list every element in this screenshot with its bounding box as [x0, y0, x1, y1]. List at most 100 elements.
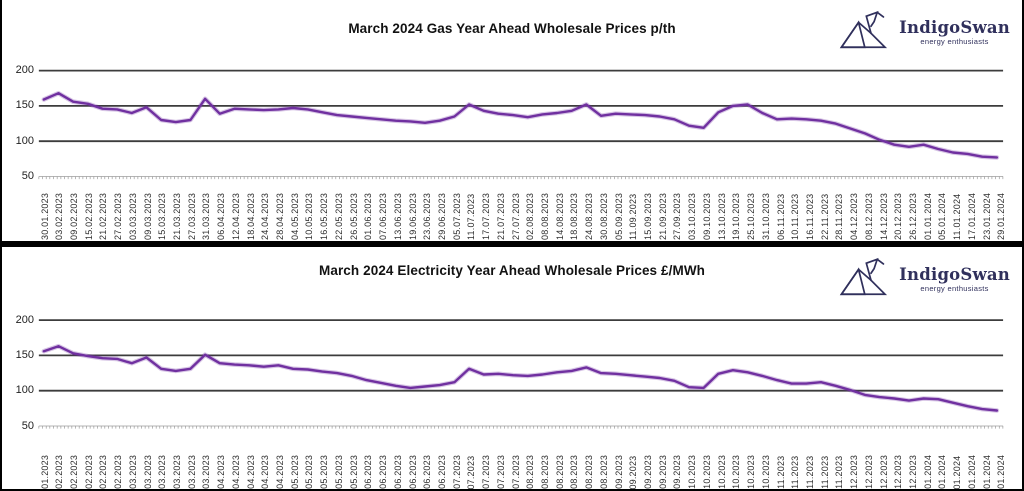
- x-axis-tick-label: 06.04.2023: [216, 454, 227, 489]
- x-axis-tick-label: 29.01.2024: [996, 454, 1007, 489]
- x-axis-tick-label: 30.08.2023: [598, 192, 609, 240]
- x-axis-tick-label: 17.01.2024: [966, 192, 977, 240]
- x-axis-tick-label: 07.06.2023: [378, 192, 389, 240]
- x-axis-tick-label: 08.08.2023: [539, 454, 550, 489]
- x-axis-tick-label: 03.02.2023: [54, 192, 65, 240]
- x-axis-tick-label: 03.02.2023: [54, 454, 65, 489]
- x-axis-tick-label: 01.01.2024: [922, 454, 933, 489]
- x-axis-tick-label: 26.05.2023: [348, 192, 359, 240]
- x-axis-tick-label: 18.08.2023: [569, 454, 580, 489]
- x-axis-tick-label: 08.12.2023: [863, 454, 874, 489]
- x-axis-tick-label: 09.10.2023: [701, 454, 712, 489]
- x-axis-tick-label: 11.07.2023: [466, 455, 477, 489]
- x-axis-tick-label: 05.07.2023: [451, 192, 462, 240]
- x-axis-tick-label: 03.03.2023: [127, 454, 138, 489]
- x-axis-tick-label: 31.03.2023: [201, 192, 212, 240]
- x-axis-tick-label: 06.04.2023: [216, 192, 227, 240]
- x-axis-tick-label: 13.10.2023: [716, 192, 727, 240]
- x-axis-tick-label: 16.05.2023: [319, 192, 330, 240]
- x-axis-tick-label: 26.12.2023: [907, 192, 918, 240]
- x-axis-tick-label: 17.01.2024: [966, 454, 977, 489]
- x-axis-tick-label: 24.08.2023: [584, 454, 595, 489]
- price-line-chart: [38, 69, 1004, 180]
- price-series-line: [42, 91, 999, 159]
- x-axis-tick-label: 23.01.2024: [981, 192, 992, 240]
- price-line-chart: [38, 319, 1004, 429]
- x-axis-tick-label: 23.01.2024: [981, 454, 992, 489]
- x-axis-tick-label: 25.10.2023: [746, 454, 757, 489]
- x-axis-tick-label: 11.09.2023: [628, 193, 639, 240]
- x-axis-tick-label: 19.10.2023: [731, 192, 742, 240]
- x-axis-tick-label: 01.01.2024: [922, 192, 933, 240]
- gas-chart-panel: March 2024 Gas Year Ahead Wholesale Pric…: [2, 0, 1022, 241]
- y-axis-tick-label: 100: [15, 134, 34, 147]
- x-axis-tick-label: 13.06.2023: [392, 192, 403, 240]
- x-axis-tick-label: 11.09.2023: [628, 455, 639, 489]
- x-axis-tick-label: 21.09.2023: [657, 192, 668, 240]
- x-axis-tick-label: 09.02.2023: [68, 192, 79, 240]
- x-axis-tick-label: 20.12.2023: [893, 192, 904, 240]
- x-axis-tick-label: 27.09.2023: [672, 192, 683, 240]
- x-axis-tick-label: 14.08.2023: [554, 454, 565, 489]
- x-axis-tick-label: 27.03.2023: [186, 454, 197, 489]
- x-axis-tick-label: 21.03.2023: [171, 454, 182, 489]
- x-axis-tick-label: 15.02.2023: [83, 192, 94, 240]
- x-axis-tick-label: 13.06.2023: [392, 454, 403, 489]
- x-axis-tick-label: 02.08.2023: [525, 192, 536, 240]
- x-axis-tick-label: 04.05.2023: [289, 192, 300, 240]
- x-axis-tick-label: 16.11.2023: [804, 455, 815, 489]
- x-axis-tick-label: 23.06.2023: [422, 192, 433, 240]
- x-axis-tick-label: 03.10.2023: [687, 454, 698, 489]
- x-axis-tick-label: 05.09.2023: [613, 192, 624, 240]
- price-series-line: [42, 344, 999, 412]
- x-axis-tick-label: 22.11.2023: [819, 455, 830, 489]
- y-axis-tick-label: 50: [21, 170, 34, 182]
- x-axis-tick-label: 23.06.2023: [422, 454, 433, 489]
- x-axis-tick-label: 17.07.2023: [481, 192, 492, 240]
- x-axis-tick-label: 07.06.2023: [378, 454, 389, 489]
- price-series-halo: [41, 90, 1000, 160]
- y-axis-tick-label: 100: [15, 384, 34, 397]
- logo-tagline: energy enthusiasts: [920, 36, 989, 46]
- x-axis-tick-label: 12.04.2023: [230, 454, 241, 489]
- x-axis-tick-label: 05.09.2023: [613, 454, 624, 489]
- swan-logo-icon: [839, 10, 888, 48]
- x-axis-tick-label: 31.10.2023: [760, 454, 771, 489]
- x-axis-tick-label: 28.04.2023: [275, 454, 286, 489]
- x-axis-tick-label: 10.05.2023: [304, 192, 315, 240]
- x-axis-tick-label: 06.11.2023: [775, 193, 786, 240]
- x-axis-tick-label: 27.07.2023: [510, 454, 521, 489]
- y-axis-tick-label: 200: [15, 313, 34, 326]
- x-axis-tick-label: 05.01.2024: [937, 192, 948, 240]
- x-axis-tick-label: 24.08.2023: [584, 192, 595, 240]
- x-axis-tick-label: 18.08.2023: [569, 192, 580, 240]
- x-axis-tick-label: 21.07.2023: [495, 192, 506, 240]
- axis-tick-marks: [38, 426, 1004, 429]
- x-axis-tick-label: 28.11.2023: [834, 193, 845, 240]
- x-axis-tick-label: 27.07.2023: [510, 192, 521, 240]
- x-axis-tick-label: 15.09.2023: [643, 192, 654, 240]
- x-axis-tick-label: 22.05.2023: [333, 192, 344, 240]
- x-axis-tick-label: 30.08.2023: [598, 454, 609, 489]
- x-axis-tick-label: 14.12.2023: [878, 192, 889, 240]
- x-axis-tick-label: 18.04.2023: [245, 454, 256, 489]
- x-axis-tick-label: 28.04.2023: [275, 192, 286, 240]
- x-axis-tick-label: 10.11.2023: [790, 193, 801, 240]
- x-axis-tick-label: 29.06.2023: [436, 192, 447, 240]
- x-axis-tick-label: 03.03.2023: [127, 192, 138, 240]
- x-axis-tick-label: 26.05.2023: [348, 454, 359, 489]
- logo-tagline: energy enthusiasts: [920, 283, 989, 293]
- x-axis-tick-label: 15.09.2023: [643, 454, 654, 489]
- x-axis-tick-label: 05.01.2024: [937, 454, 948, 489]
- x-axis-tick-label: 09.03.2023: [142, 454, 153, 489]
- x-axis-tick-label: 11.07.2023: [466, 193, 477, 240]
- x-axis-tick-label: 26.12.2023: [907, 454, 918, 489]
- x-axis-tick-label: 10.11.2023: [790, 455, 801, 489]
- x-axis-tick-label: 24.04.2023: [260, 454, 271, 489]
- x-axis-tick-label: 09.03.2023: [142, 192, 153, 240]
- x-axis-tick-label: 11.01.2024: [952, 455, 963, 489]
- x-axis-tick-label: 31.03.2023: [201, 454, 212, 489]
- chart-title: March 2024 Gas Year Ahead Wholesale Pric…: [348, 21, 676, 36]
- indigoswan-logo: IndigoSwan energy enthusiasts: [839, 253, 1010, 305]
